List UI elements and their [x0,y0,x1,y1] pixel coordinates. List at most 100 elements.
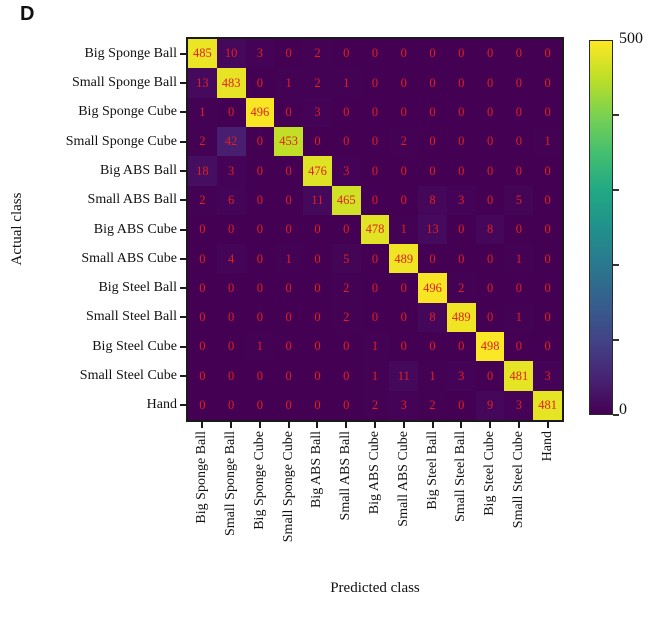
x-tick [402,422,405,428]
matrix-cell: 0 [446,332,476,362]
y-tick-label: Hand [146,397,177,413]
matrix-cell: 0 [331,332,361,362]
x-tick-label: Big Steel Ball [424,431,440,510]
x-tick [460,422,463,428]
matrix-cell: 3 [331,156,361,186]
matrix-cell: 0 [504,332,534,362]
matrix-cell: 0 [216,97,246,127]
matrix-cell: 0 [245,214,275,245]
y-tick [180,111,186,114]
x-tick [230,422,233,428]
matrix-cell: 8 [475,214,505,245]
y-tick [180,316,186,319]
matrix-cell: 0 [475,156,505,186]
matrix-cell: 0 [475,185,505,215]
x-tick [431,422,434,428]
x-tick-label: Small Sponge Ball [223,431,239,536]
matrix-cell: 0 [446,68,476,98]
x-tick [201,422,204,428]
matrix-cell: 476 [303,156,332,186]
matrix-cell: 481 [504,361,534,391]
matrix-cell: 0 [216,302,246,333]
matrix-cell: 1 [389,214,419,245]
matrix-cell: 0 [360,273,390,303]
matrix-cell: 0 [274,390,304,420]
matrix-cell: 0 [188,390,217,420]
matrix-cell: 0 [389,302,419,333]
x-tick-label: Small Sponge Cube [280,431,296,543]
matrix-cell: 0 [418,39,447,69]
matrix-cell: 0 [533,39,562,69]
matrix-cell: 9 [475,390,505,420]
matrix-cell: 0 [303,302,332,333]
y-tick [180,81,186,84]
y-tick-label: Big ABS Cube [93,221,177,237]
matrix-cell: 0 [475,126,505,157]
matrix-cell: 0 [245,302,275,333]
matrix-cell: 0 [188,302,217,333]
matrix-cell: 0 [475,68,505,98]
matrix-cell: 11 [303,185,332,215]
y-tick [180,169,186,172]
x-tick [489,422,492,428]
y-tick-label: Small Steel Cube [79,368,177,384]
matrix-cell: 0 [216,390,246,420]
matrix-cell: 2 [188,126,217,157]
matrix-cell: 3 [245,39,275,69]
matrix-cell: 1 [504,302,534,333]
y-tick-label: Small Sponge Ball [72,74,177,90]
matrix-cell: 0 [360,185,390,215]
matrix-cell: 0 [418,126,447,157]
matrix-cell: 0 [360,126,390,157]
matrix-cell: 0 [533,97,562,127]
matrix-cell: 0 [389,332,419,362]
x-tick-label: Big Steel Cube [482,431,498,516]
matrix-cell: 481 [533,390,562,420]
matrix-cell: 0 [303,390,332,420]
matrix-cell: 0 [446,244,476,274]
matrix-cell: 0 [418,156,447,186]
matrix-cell: 0 [303,361,332,391]
matrix-cell: 0 [389,39,419,69]
matrix-cell: 0 [533,156,562,186]
matrix-cell: 0 [389,97,419,127]
y-tick-label: Small ABS Ball [87,192,177,208]
x-tick-label: Small ABS Ball [338,431,354,521]
y-tick-label: Small ABS Cube [81,250,177,266]
matrix-cell: 5 [504,185,534,215]
matrix-cell: 0 [475,97,505,127]
matrix-cell: 0 [360,39,390,69]
x-tick-label: Big ABS Ball [309,431,325,509]
y-axis-title: Actual class [9,192,25,266]
matrix-cell: 0 [475,302,505,333]
x-tick [258,422,261,428]
matrix-cell: 3 [533,361,562,391]
matrix-cell: 1 [188,97,217,127]
matrix-cell: 0 [245,126,275,157]
y-tick-label: Big ABS Ball [99,162,177,178]
matrix-cell: 3 [303,97,332,127]
matrix-cell: 11 [389,361,419,391]
x-tick-label: Big ABS Cube [367,431,382,515]
matrix-cell: 0 [331,126,361,157]
matrix-cell: 0 [274,214,304,245]
matrix-cell: 0 [504,214,534,245]
matrix-cell: 0 [245,390,275,420]
matrix-cell: 3 [389,390,419,420]
matrix-cell: 0 [274,185,304,215]
matrix-cell: 0 [216,214,246,245]
matrix-cell: 0 [533,332,562,362]
matrix-cell: 0 [475,244,505,274]
matrix-cell: 489 [446,302,476,333]
matrix-cell: 3 [446,361,476,391]
matrix-cell: 1 [245,332,275,362]
heatmap-matrix: 485 10 3 0 2 0 0 0 0 0 0 0 0 13 483 0 1 2 1 0 0 0 0 0 0 0 1 0 496 0 3 0… [186,37,564,422]
matrix-cell: 0 [533,185,562,215]
matrix-cell: 0 [303,126,332,157]
y-tick [180,287,186,290]
colorbar-max-label: 500 [619,30,643,47]
matrix-cell: 42 [216,126,246,157]
matrix-cell: 0 [533,214,562,245]
matrix-cell: 0 [418,68,447,98]
matrix-cell: 13 [188,68,217,98]
